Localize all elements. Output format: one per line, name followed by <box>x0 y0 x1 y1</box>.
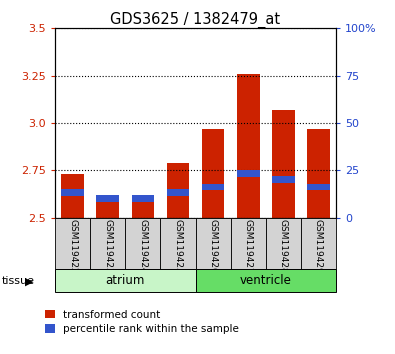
Bar <box>167 163 189 218</box>
Text: ventricle: ventricle <box>240 274 292 287</box>
Text: GSM119424: GSM119424 <box>138 219 147 274</box>
Bar <box>272 110 295 218</box>
Bar <box>55 218 90 269</box>
Text: GSM119423: GSM119423 <box>103 219 113 274</box>
Text: GSM119425: GSM119425 <box>173 219 182 274</box>
Text: tissue: tissue <box>2 276 35 286</box>
Text: GSM119429: GSM119429 <box>314 219 323 274</box>
Bar <box>167 189 189 196</box>
Bar <box>132 199 154 218</box>
Bar <box>160 218 196 269</box>
Bar <box>126 218 160 269</box>
Bar <box>55 269 196 292</box>
Bar <box>96 195 119 202</box>
Bar <box>272 176 295 183</box>
Bar <box>132 195 154 202</box>
Text: GSM119426: GSM119426 <box>209 219 218 274</box>
Bar <box>196 269 336 292</box>
Bar <box>202 184 224 190</box>
Bar <box>237 74 260 218</box>
Text: ▶: ▶ <box>25 276 34 286</box>
Text: GSM119427: GSM119427 <box>244 219 253 274</box>
Bar <box>301 218 336 269</box>
Bar <box>96 199 119 218</box>
Text: atrium: atrium <box>106 274 145 287</box>
Bar <box>202 129 224 218</box>
Text: GSM119422: GSM119422 <box>68 219 77 274</box>
Bar <box>307 184 329 190</box>
Bar <box>90 218 126 269</box>
Bar <box>237 170 260 177</box>
Bar <box>231 218 265 269</box>
Bar <box>62 189 84 196</box>
Bar <box>307 129 329 218</box>
Bar <box>62 174 84 218</box>
Title: GDS3625 / 1382479_at: GDS3625 / 1382479_at <box>111 12 280 28</box>
Legend: transformed count, percentile rank within the sample: transformed count, percentile rank withi… <box>45 310 239 334</box>
Text: GSM119428: GSM119428 <box>278 219 288 274</box>
Bar <box>265 218 301 269</box>
Bar <box>196 218 231 269</box>
